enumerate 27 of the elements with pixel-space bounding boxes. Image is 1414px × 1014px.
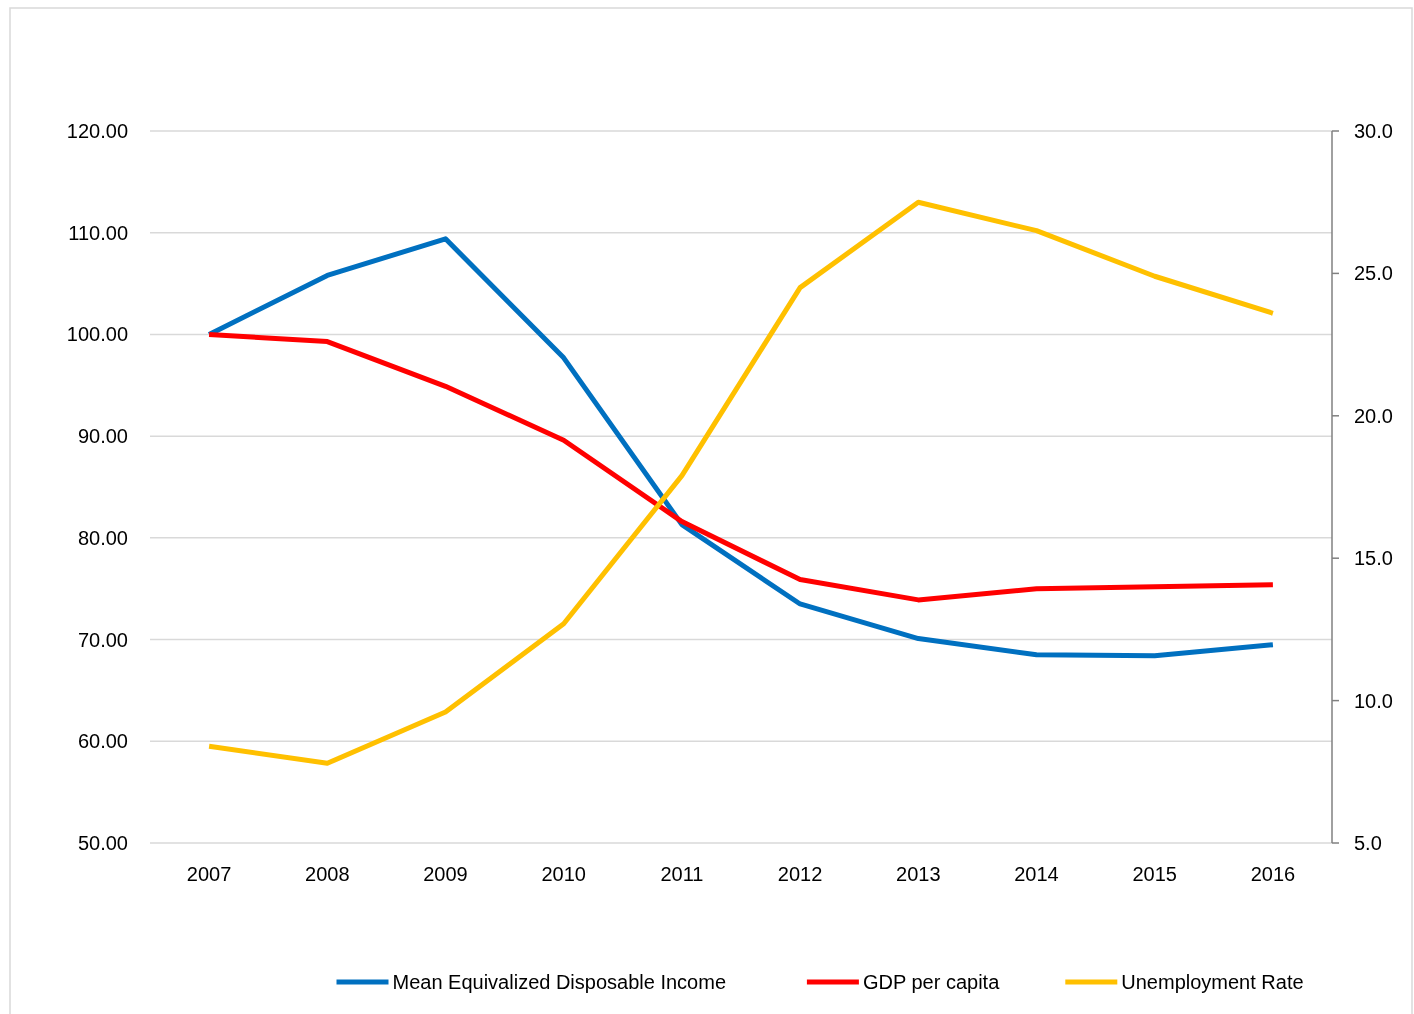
- x-tick-label: 2012: [777, 863, 823, 885]
- y-tick-label: 70.00: [77, 628, 128, 651]
- x-tick-label: 2011: [660, 863, 704, 885]
- y-tick-label: 120.00: [66, 120, 128, 142]
- y2-tick-label: 25.0: [1354, 262, 1393, 285]
- legend-label: GDP per capita: [862, 971, 1001, 993]
- x-tick-label: 2013: [896, 863, 941, 885]
- y2-tick-label: 30.0: [1354, 120, 1393, 142]
- y2-tick-label: 20.0: [1354, 404, 1393, 427]
- legend-label: Unemployment Rate: [1121, 971, 1304, 993]
- y-tick-label: 50.00: [77, 832, 128, 854]
- y-tick-label: 60.00: [77, 730, 128, 753]
- y-tick-label: 100.00: [66, 323, 128, 346]
- x-tick-label: 2014: [1014, 863, 1059, 885]
- x-tick-label: 2008: [305, 863, 350, 885]
- y2-tick-label: 5.0: [1354, 832, 1382, 854]
- y-tick-label: 80.00: [77, 526, 128, 549]
- y-tick-label: 110.00: [68, 221, 128, 244]
- x-tick-label: 2010: [541, 863, 586, 885]
- x-tick-label: 2009: [423, 863, 468, 885]
- y2-tick-label: 15.0: [1354, 547, 1393, 570]
- x-tick-label: 2007: [186, 863, 232, 885]
- y-tick-label: 90.00: [77, 425, 128, 448]
- legend-label: Mean Equivalized Disposable Income: [392, 971, 727, 993]
- x-tick-label: 2016: [1250, 863, 1296, 885]
- y2-tick-label: 10.0: [1354, 689, 1393, 712]
- x-tick-label: 2015: [1132, 863, 1177, 885]
